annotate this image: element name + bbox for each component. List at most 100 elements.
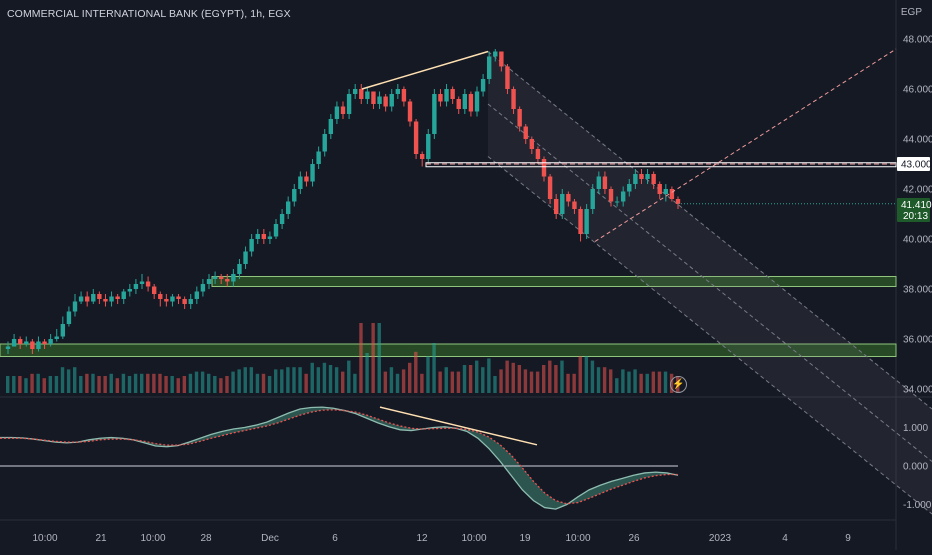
candle-body xyxy=(365,91,370,99)
candle-body xyxy=(322,134,327,152)
volume-bar xyxy=(639,373,643,393)
volume-bar xyxy=(383,371,388,393)
candle-body xyxy=(529,139,535,149)
candle-body xyxy=(614,201,620,203)
time-tick-label: 6 xyxy=(332,533,338,544)
volume-bar xyxy=(60,367,65,393)
candle-body xyxy=(72,301,78,312)
volume-bar xyxy=(30,373,34,393)
candle-body xyxy=(438,94,443,102)
candle-body xyxy=(218,276,224,279)
candle-body xyxy=(292,189,297,202)
candle-body xyxy=(590,189,595,209)
candle-body xyxy=(30,341,35,349)
rising-trendline xyxy=(594,48,897,242)
demand-zone xyxy=(0,343,897,357)
volume-bar xyxy=(468,365,473,393)
volume-bar xyxy=(328,365,333,393)
candle-body xyxy=(158,294,163,299)
resistance-box xyxy=(425,162,897,168)
volume-bar xyxy=(310,362,314,393)
volume-bar xyxy=(18,376,22,393)
volume-bar xyxy=(170,376,174,393)
osc-tick-label: 0.000 xyxy=(903,462,928,473)
last-price-label: 41.410 xyxy=(901,200,932,211)
volume-bar xyxy=(121,373,126,393)
volume-bar xyxy=(243,367,247,393)
candle-body xyxy=(237,264,242,274)
candle-body xyxy=(633,174,638,184)
candle-body xyxy=(304,176,309,182)
volume-bar xyxy=(54,376,59,393)
volume-bar xyxy=(663,371,668,393)
volume-bar xyxy=(255,373,260,393)
volume-bar xyxy=(377,323,381,393)
candle-body xyxy=(675,199,681,204)
price-marker-43: 43.000 xyxy=(901,160,932,171)
candle-body xyxy=(164,299,169,302)
volume-bar xyxy=(261,373,266,393)
volume-bar xyxy=(401,369,406,393)
candle-body xyxy=(243,251,248,264)
candle-body xyxy=(48,339,53,344)
volume-bar xyxy=(298,367,302,393)
time-tick-label: Dec xyxy=(261,533,279,544)
candle-body xyxy=(316,151,321,164)
volume-bar xyxy=(341,371,345,393)
lightning-icon[interactable]: ⚡ xyxy=(670,376,687,393)
oscillator-fast-line xyxy=(0,406,679,510)
candle-body xyxy=(566,194,571,202)
candle-body xyxy=(444,89,449,102)
volume-bar xyxy=(24,378,28,393)
candle-body xyxy=(359,89,364,99)
oscillator-signal-line xyxy=(0,409,678,505)
volume-bar xyxy=(213,376,217,393)
time-tick-label: 10:00 xyxy=(565,533,590,544)
price-tick-label: 42.000 xyxy=(903,185,932,196)
candle-body xyxy=(5,346,11,349)
candle-body xyxy=(426,134,431,159)
candle-body xyxy=(645,174,650,179)
candle-body xyxy=(602,176,608,189)
demand-zone xyxy=(211,276,897,287)
candle-body xyxy=(310,164,315,182)
volume-bar xyxy=(548,360,552,393)
candle-body xyxy=(651,174,656,184)
volume-bar xyxy=(316,367,321,393)
countdown-label: 20:13 xyxy=(903,211,928,222)
candle-body xyxy=(78,296,84,302)
volume-bar xyxy=(334,367,339,393)
candle-body xyxy=(401,89,407,102)
candle-body xyxy=(267,236,273,239)
volume-bar xyxy=(499,369,503,393)
candle-body xyxy=(225,279,230,282)
candle-body xyxy=(127,289,133,292)
volume-bar xyxy=(176,378,180,393)
volume-bar xyxy=(133,373,138,393)
volume-bar xyxy=(91,373,95,393)
volume-bar xyxy=(529,371,534,393)
volume-bar xyxy=(578,356,582,393)
volume-bar xyxy=(602,367,607,393)
volume-bar xyxy=(456,371,461,393)
volume-bar xyxy=(395,373,400,393)
candle-body xyxy=(182,299,187,304)
candle-body xyxy=(231,274,236,282)
candle-body xyxy=(493,51,498,57)
volume-bar xyxy=(12,376,16,393)
volume-bar xyxy=(280,369,284,393)
volume-bar xyxy=(152,373,156,393)
candle-body xyxy=(84,296,90,302)
candle-body xyxy=(188,299,193,304)
volume-bar xyxy=(200,371,205,393)
volume-bar xyxy=(292,367,296,393)
candle-body xyxy=(456,99,461,109)
volume-bar xyxy=(572,373,576,393)
price-marker-43-bg xyxy=(897,157,930,171)
candle-body xyxy=(371,91,376,104)
volume-bar xyxy=(615,378,619,393)
volume-bar xyxy=(371,323,375,393)
